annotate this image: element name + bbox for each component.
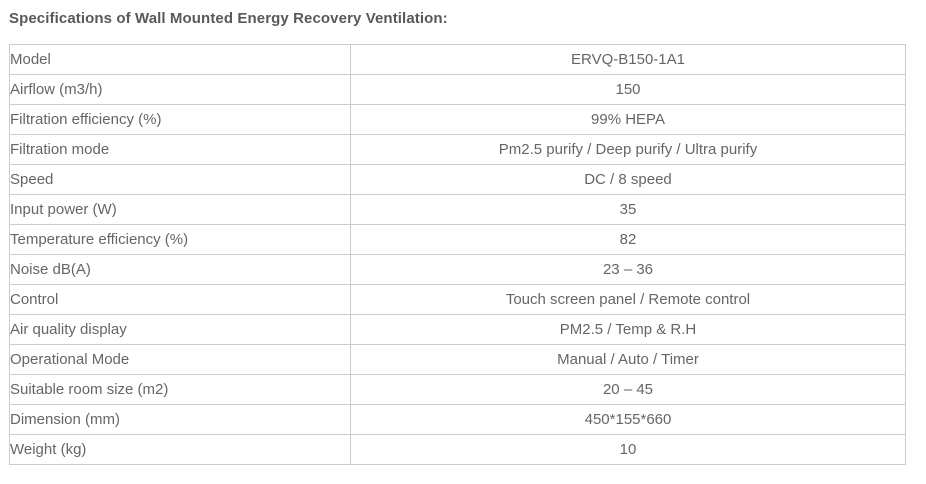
table-row: Filtration mode Pm2.5 purify / Deep purif… <box>9 134 906 165</box>
spec-value: PM2.5 / Temp & R.H <box>350 314 906 345</box>
table-row: Air quality display PM2.5 / Temp & R.H <box>9 314 906 345</box>
spec-label: Noise dB(A) <box>9 254 351 285</box>
spec-value: Pm2.5 purify / Deep purify / Ultra purif… <box>350 134 906 165</box>
spec-value: Manual / Auto / Timer <box>350 344 906 375</box>
spec-value: ERVQ-B150-1A1 <box>350 44 906 75</box>
table-row: Noise dB(A) 23 – 36 <box>9 254 906 285</box>
table-row: Weight (kg) 10 <box>9 434 906 465</box>
spec-label: Air quality display <box>9 314 351 345</box>
spec-value: 150 <box>350 74 906 105</box>
table-row: Filtration efficiency (%) 99% HEPA <box>9 104 906 135</box>
spec-value: 20 – 45 <box>350 374 906 405</box>
page-title: Specifications of Wall Mounted Energy Re… <box>9 10 448 27</box>
spec-label: Operational Mode <box>9 344 351 375</box>
spec-table: Model ERVQ-B150-1A1 Airflow (m3/h) 150 Filtr… <box>9 44 906 465</box>
spec-label: Filtration mode <box>9 134 351 165</box>
spec-label: Dimension (mm) <box>9 404 351 435</box>
spec-value: 82 <box>350 224 906 255</box>
spec-label: Model <box>9 44 351 75</box>
spec-value: 450*155*660 <box>350 404 906 435</box>
spec-label: Control <box>9 284 351 315</box>
spec-label: Speed <box>9 164 351 195</box>
spec-value: 35 <box>350 194 906 225</box>
table-row: Operational Mode Manual / Auto / Timer <box>9 344 906 375</box>
table-row: Model ERVQ-B150-1A1 <box>9 44 906 75</box>
table-row: Temperature efficiency (%) 82 <box>9 224 906 255</box>
spec-table-body: Model ERVQ-B150-1A1 Airflow (m3/h) 150 Filtr… <box>9 44 906 465</box>
spec-value: 23 – 36 <box>350 254 906 285</box>
spec-value: 99% HEPA <box>350 104 906 135</box>
table-row: Input power (W) 35 <box>9 194 906 225</box>
spec-label: Filtration efficiency (%) <box>9 104 351 135</box>
table-row: Dimension (mm) 450*155*660 <box>9 404 906 435</box>
table-row: Speed DC / 8 speed <box>9 164 906 195</box>
spec-label: Temperature efficiency (%) <box>9 224 351 255</box>
spec-label: Weight (kg) <box>9 434 351 465</box>
spec-value: 10 <box>350 434 906 465</box>
table-row: Airflow (m3/h) 150 <box>9 74 906 105</box>
table-row: Control Touch screen panel / Remote contr… <box>9 284 906 315</box>
spec-value: Touch screen panel / Remote control <box>350 284 906 315</box>
table-row: Suitable room size (m2) 20 – 45 <box>9 374 906 405</box>
spec-label: Airflow (m3/h) <box>9 74 351 105</box>
spec-value: DC / 8 speed <box>350 164 906 195</box>
spec-label: Input power (W) <box>9 194 351 225</box>
spec-label: Suitable room size (m2) <box>9 374 351 405</box>
